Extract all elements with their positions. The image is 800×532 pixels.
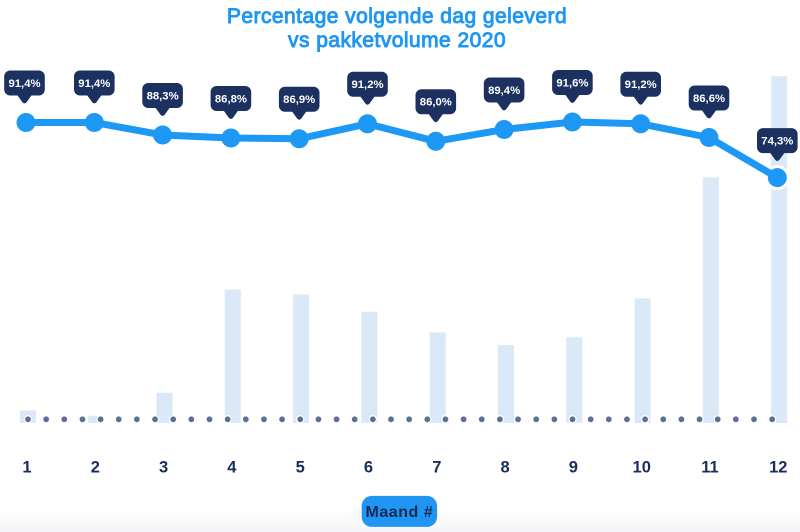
svg-text:vs pakketvolume 2020: vs pakketvolume 2020 (288, 29, 506, 52)
svg-text:91,2%: 91,2% (351, 79, 383, 91)
svg-text:91,2%: 91,2% (625, 79, 657, 91)
svg-text:91,6%: 91,6% (556, 77, 588, 89)
svg-text:11: 11 (701, 458, 718, 476)
svg-text:5: 5 (296, 458, 305, 476)
svg-text:8: 8 (501, 458, 510, 476)
svg-text:10: 10 (633, 458, 651, 476)
svg-text:86,8%: 86,8% (215, 93, 247, 105)
svg-text:86,6%: 86,6% (693, 93, 725, 105)
svg-text:6: 6 (364, 458, 373, 476)
svg-text:12: 12 (769, 458, 787, 476)
svg-text:91,4%: 91,4% (78, 78, 110, 90)
svg-text:89,4%: 89,4% (488, 85, 520, 97)
svg-text:Percentage volgende dag geleve: Percentage volgende dag geleverd (227, 5, 567, 28)
svg-text:Maand #: Maand # (365, 504, 433, 521)
svg-text:86,0%: 86,0% (420, 97, 452, 109)
svg-text:88,3%: 88,3% (147, 90, 179, 102)
svg-text:2: 2 (91, 458, 100, 476)
svg-text:4: 4 (227, 458, 237, 476)
svg-text:9: 9 (569, 458, 578, 476)
svg-text:86,9%: 86,9% (283, 94, 315, 106)
svg-text:3: 3 (159, 458, 168, 476)
svg-text:1: 1 (22, 458, 31, 476)
svg-text:74,3%: 74,3% (761, 136, 793, 148)
svg-text:7: 7 (432, 458, 441, 476)
svg-text:91,4%: 91,4% (8, 78, 40, 90)
